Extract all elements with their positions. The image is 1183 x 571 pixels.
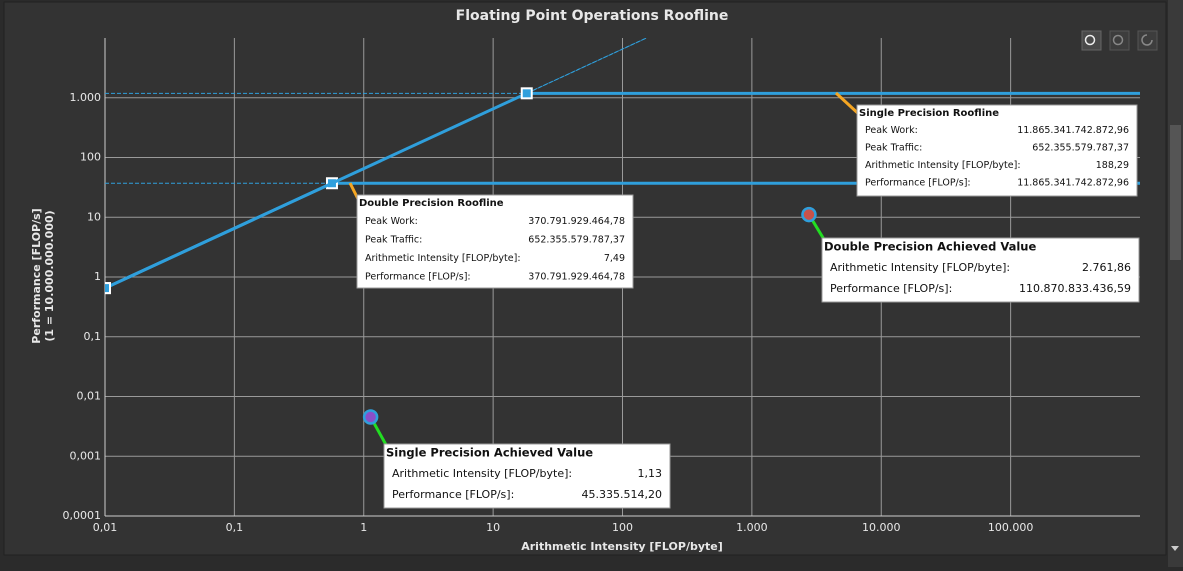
reset-icon	[1141, 34, 1153, 46]
tooltip-value: 370.791.929.464,78	[528, 272, 625, 283]
zoom-in-button[interactable]	[1081, 30, 1102, 51]
x-axis-label: Arithmetic Intensity [FLOP/byte]	[521, 540, 723, 553]
tooltip-label: Peak Traffic:	[365, 235, 422, 246]
achieved-point	[362, 409, 379, 425]
tooltip-value: 652.355.579.787,37	[528, 235, 625, 246]
zoom-out-icon	[1112, 34, 1124, 46]
x-tick-label: 100	[612, 521, 633, 534]
tooltip-label: Performance [FLOP/s]:	[865, 178, 971, 189]
tooltip-label: Arithmetic Intensity [FLOP/byte]:	[392, 467, 572, 480]
x-tick-label: 1	[360, 521, 367, 534]
tooltip-label: Peak Work:	[865, 125, 918, 136]
x-tick-label: 0,01	[93, 521, 118, 534]
tooltip-value: 188,29	[1096, 160, 1129, 171]
y-axis-label: (1 = 10.000.000.000)	[43, 210, 56, 341]
y-tick-label: 0,0001	[63, 509, 102, 522]
tooltip-label: Peak Work:	[365, 216, 418, 227]
tooltip-value: 370.791.929.464,78	[528, 216, 625, 227]
tooltip-label: Arithmetic Intensity [FLOP/byte]:	[365, 253, 521, 264]
tooltip-label: Performance [FLOP/s]:	[365, 272, 471, 283]
tooltip-value: 1,13	[638, 467, 663, 480]
y-tick-label: 0,001	[70, 449, 102, 462]
x-tick-label: 10	[486, 521, 500, 534]
tooltip-value: 45.335.514,20	[582, 488, 662, 501]
tooltip-value: 110.870.833.436,59	[1019, 282, 1131, 295]
tooltip-label: Performance [FLOP/s]:	[830, 282, 952, 295]
tooltip	[356, 194, 634, 289]
x-tick-label: 1.000	[736, 521, 768, 534]
tooltip-title: Single Precision Achieved Value	[386, 446, 593, 460]
tooltip-value: 11.865.341.742.872,96	[1017, 178, 1129, 189]
tooltip-value: 652.355.579.787,37	[1032, 143, 1129, 154]
tooltip-title: Single Precision Roofline	[859, 108, 999, 119]
tooltip-title: Double Precision Roofline	[359, 198, 504, 209]
tooltip	[383, 443, 671, 509]
x-tick-label: 0,1	[226, 521, 244, 534]
y-tick-label: 1	[94, 270, 101, 283]
y-tick-label: 10	[87, 210, 101, 223]
chart-title: Floating Point Operations Roofline	[456, 8, 729, 24]
reset-button[interactable]	[1137, 30, 1158, 51]
tooltip-title: Double Precision Achieved Value	[824, 240, 1036, 254]
y-tick-label: 0,01	[77, 390, 102, 403]
tooltip-label: Arithmetic Intensity [FLOP/byte]:	[830, 261, 1010, 274]
tooltip-label: Peak Traffic:	[865, 143, 922, 154]
x-tick-label: 10.000	[862, 521, 901, 534]
roof-marker	[520, 87, 533, 100]
zoom-out-button[interactable]	[1109, 30, 1130, 51]
y-tick-label: 100	[80, 151, 101, 164]
scrollbar[interactable]	[1168, 0, 1183, 567]
zoom-in-icon	[1084, 34, 1096, 46]
x-tick-label: 100.000	[988, 521, 1034, 534]
tooltip	[856, 104, 1138, 197]
tooltip-value: 2.761,86	[1082, 261, 1131, 274]
y-axis-label: Performance [FLOP/s]	[30, 208, 43, 343]
roof-marker	[105, 282, 111, 295]
achieved-point	[801, 206, 817, 223]
tooltip-label: Arithmetic Intensity [FLOP/byte]:	[865, 160, 1021, 171]
y-tick-label: 0,1	[84, 330, 102, 343]
tooltip-value: 7,49	[604, 253, 625, 264]
memory-guide	[526, 38, 647, 94]
tooltip	[821, 237, 1140, 303]
tooltip-label: Performance [FLOP/s]:	[392, 488, 514, 501]
tooltip-value: 11.865.341.742.872,96	[1017, 125, 1129, 136]
scrollbar-thumb[interactable]	[1170, 125, 1181, 260]
scroll-down[interactable]	[1171, 546, 1179, 551]
y-tick-label: 1.000	[70, 91, 102, 104]
